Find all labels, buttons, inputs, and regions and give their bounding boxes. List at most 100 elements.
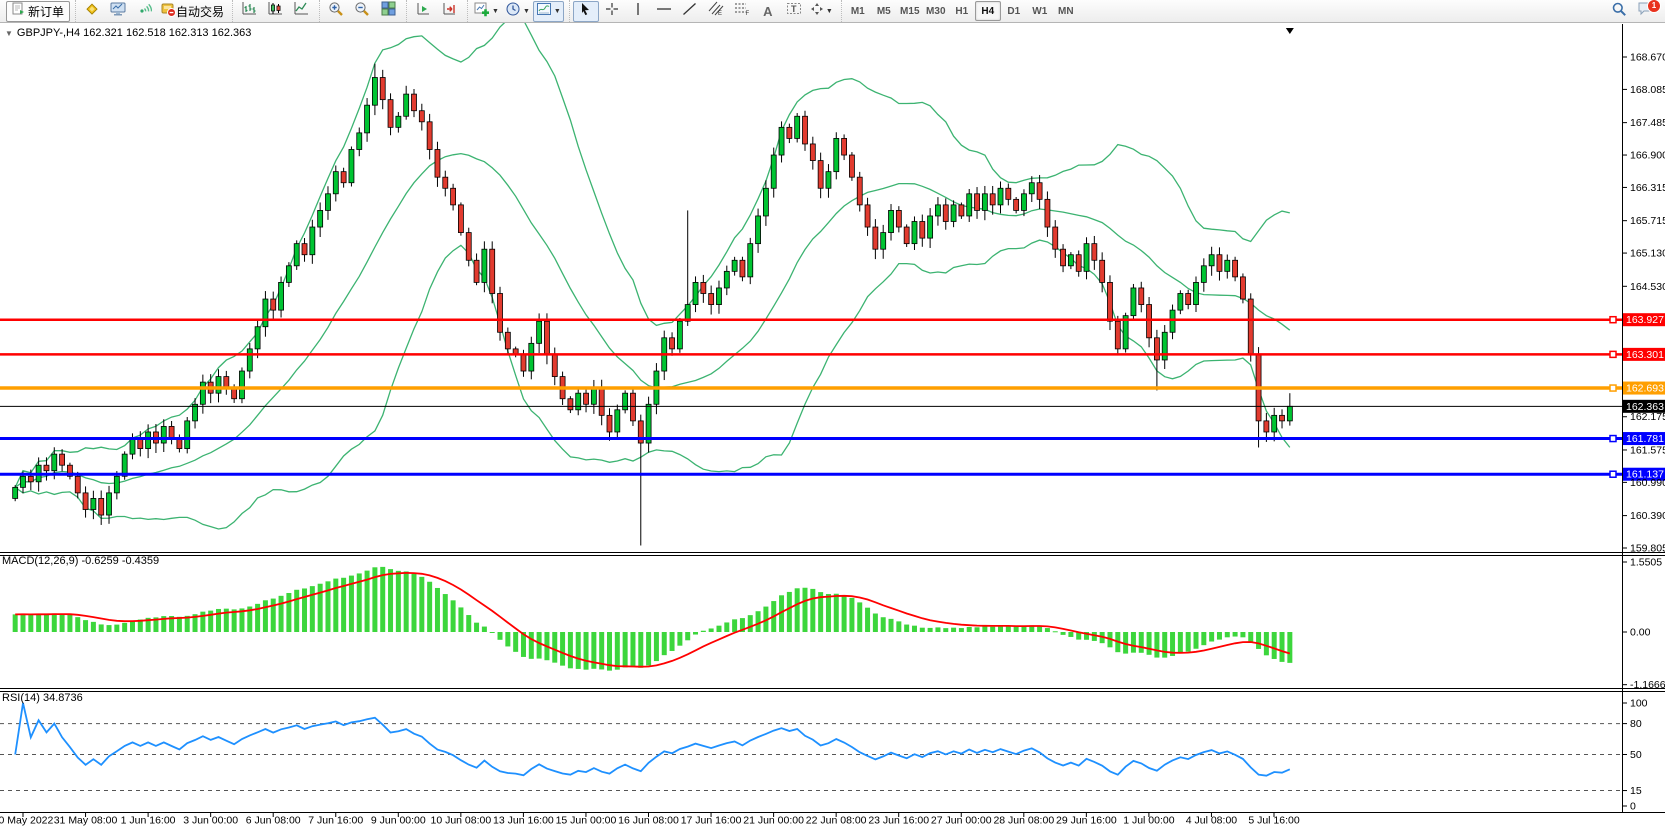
current-price-tag: 162.363 bbox=[1623, 399, 1665, 413]
svg-text:50: 50 bbox=[1630, 749, 1642, 761]
timeframe-button-M30[interactable]: M30 bbox=[926, 5, 946, 17]
notifications-button[interactable]: 1 bbox=[1632, 0, 1661, 22]
signals-button[interactable] bbox=[131, 1, 157, 22]
svg-text:F: F bbox=[745, 11, 749, 16]
svg-text:23 Jun 16:00: 23 Jun 16:00 bbox=[868, 815, 929, 826]
toolbar-group-panels: 自动交易 bbox=[75, 0, 230, 22]
arrows-icon bbox=[810, 2, 824, 21]
svg-text:165.130: 165.130 bbox=[1630, 248, 1665, 260]
chart-shift-icon bbox=[442, 1, 457, 21]
chart-diamond-icon bbox=[84, 1, 100, 22]
svg-text:15: 15 bbox=[1630, 785, 1642, 797]
rsi-indicator-label: RSI(14) 34.8736 bbox=[2, 692, 83, 704]
svg-text:161.575: 161.575 bbox=[1630, 444, 1665, 456]
crosshair-icon bbox=[605, 2, 619, 21]
timeframe-button-W1[interactable]: W1 bbox=[1032, 5, 1048, 17]
line-chart-button[interactable] bbox=[288, 1, 314, 22]
candlestick-button[interactable] bbox=[262, 1, 288, 22]
indicators-button[interactable]: ▼ bbox=[471, 1, 502, 22]
svg-text:166.900: 166.900 bbox=[1630, 150, 1665, 162]
trendline-button[interactable] bbox=[677, 1, 703, 22]
crosshair-button[interactable] bbox=[599, 1, 625, 22]
timeframe-button-M15[interactable]: M15 bbox=[900, 5, 920, 17]
vertical-line-button[interactable] bbox=[625, 1, 651, 22]
hline-handle[interactable] bbox=[1609, 350, 1617, 359]
bar-chart-button[interactable] bbox=[236, 1, 262, 22]
svg-text:1 Jun 16:00: 1 Jun 16:00 bbox=[121, 815, 176, 826]
template-icon bbox=[536, 1, 552, 22]
horizontal-line-button[interactable] bbox=[651, 1, 677, 22]
svg-text:160.390: 160.390 bbox=[1630, 510, 1665, 522]
notification-badge: 1 bbox=[1647, 0, 1661, 13]
timeframe-button-D1[interactable]: D1 bbox=[1007, 5, 1021, 17]
fibonacci-icon: F bbox=[734, 1, 750, 21]
svg-text:159.805: 159.805 bbox=[1630, 543, 1665, 555]
timeframe-button-M1[interactable]: M1 bbox=[850, 5, 865, 17]
hline-handle[interactable] bbox=[1609, 434, 1617, 443]
auto-scroll-icon bbox=[416, 1, 431, 21]
charts-button[interactable] bbox=[79, 1, 105, 22]
timeframe-button-H4[interactable]: H4 bbox=[974, 1, 1001, 21]
svg-text:13 Jun 16:00: 13 Jun 16:00 bbox=[493, 815, 554, 826]
price-tag-161.137: 161.137 bbox=[1623, 467, 1665, 481]
price-tag-163.301: 163.301 bbox=[1623, 347, 1665, 361]
svg-text:6 Jun 08:00: 6 Jun 08:00 bbox=[246, 815, 301, 826]
market-watch-button[interactable] bbox=[105, 1, 131, 22]
fibonacci-button[interactable]: F bbox=[729, 1, 755, 22]
timeframe-button-M5[interactable]: M5 bbox=[876, 5, 891, 17]
arrows-button[interactable]: ▼ bbox=[807, 1, 836, 22]
svg-text:T: T bbox=[791, 4, 797, 14]
chart-shift-button[interactable] bbox=[436, 1, 462, 22]
svg-text:5 Jul 16:00: 5 Jul 16:00 bbox=[1248, 815, 1300, 826]
hline-handle[interactable] bbox=[1609, 470, 1617, 478]
cursor-button[interactable] bbox=[572, 0, 599, 22]
svg-text:167.485: 167.485 bbox=[1630, 117, 1665, 129]
chart-dropdown-icon[interactable]: ▼ bbox=[5, 28, 13, 38]
svg-text:3 Jun 00:00: 3 Jun 00:00 bbox=[183, 815, 238, 826]
arrows-caret-icon: ▼ bbox=[825, 7, 833, 15]
svg-text:28 Jun 08:00: 28 Jun 08:00 bbox=[993, 815, 1054, 826]
svg-text:80: 80 bbox=[1630, 718, 1642, 730]
text-button[interactable]: A bbox=[755, 1, 781, 22]
svg-text:0.00: 0.00 bbox=[1630, 627, 1651, 639]
channel-button[interactable]: E bbox=[703, 1, 729, 22]
svg-text:161.781: 161.781 bbox=[1626, 433, 1664, 445]
hline-handle[interactable] bbox=[1609, 384, 1617, 392]
price-axis[interactable]: 168.670 168.085 167.485 166.900 166.315 165.7… bbox=[1622, 52, 1665, 555]
timeframe-group: M1 M5 M15 M30 H1 H4 D1 W1 MN bbox=[840, 0, 1082, 22]
zoom-in-icon bbox=[328, 1, 344, 22]
autotrading-button[interactable]: 自动交易 bbox=[157, 1, 227, 22]
last-bar-marker bbox=[1285, 28, 1294, 34]
templates-caret-icon: ▼ bbox=[553, 7, 561, 15]
indicators-caret-icon: ▼ bbox=[492, 7, 499, 15]
new-order-button[interactable]: 新订单 bbox=[6, 0, 71, 22]
zoom-in-button[interactable] bbox=[323, 1, 349, 22]
svg-text:1.5505: 1.5505 bbox=[1630, 556, 1662, 568]
tile-windows-button[interactable] bbox=[375, 1, 401, 22]
rsi-pane: 100 80 50 15 0 bbox=[0, 698, 1648, 813]
svg-text:163.301: 163.301 bbox=[1626, 349, 1664, 361]
search-button[interactable] bbox=[1606, 1, 1632, 22]
periods-button[interactable]: ▼ bbox=[502, 1, 533, 22]
auto-scroll-button[interactable] bbox=[410, 1, 436, 22]
timeframe-button-MN[interactable]: MN bbox=[1058, 5, 1074, 17]
cursor-icon bbox=[579, 2, 592, 21]
templates-button[interactable]: ▼ bbox=[532, 0, 564, 22]
zoom-out-button[interactable] bbox=[349, 1, 375, 22]
chart-title: ▼ GBPJPY-,H4 162.321 162.518 162.313 162… bbox=[5, 27, 251, 39]
periods-caret-icon: ▼ bbox=[522, 7, 530, 15]
bollinger-bands bbox=[14, 16, 1291, 530]
macd-indicator-label: MACD(12,26,9) -0.6259 -0.4359 bbox=[2, 555, 160, 567]
trendline-icon bbox=[682, 2, 697, 21]
hline-handle[interactable] bbox=[1609, 315, 1617, 324]
macd-signal-line bbox=[15, 571, 1291, 668]
price-tag-161.781: 161.781 bbox=[1623, 432, 1665, 446]
toolbar-group-zoom bbox=[319, 0, 404, 22]
toolbar-group-order: 新订单 bbox=[3, 0, 73, 22]
svg-text:10 Jun 08:00: 10 Jun 08:00 bbox=[430, 815, 491, 826]
timeframe-button-H1[interactable]: H1 bbox=[955, 5, 969, 17]
candlestick-icon bbox=[268, 1, 283, 21]
text-label-button[interactable]: T bbox=[781, 1, 807, 22]
